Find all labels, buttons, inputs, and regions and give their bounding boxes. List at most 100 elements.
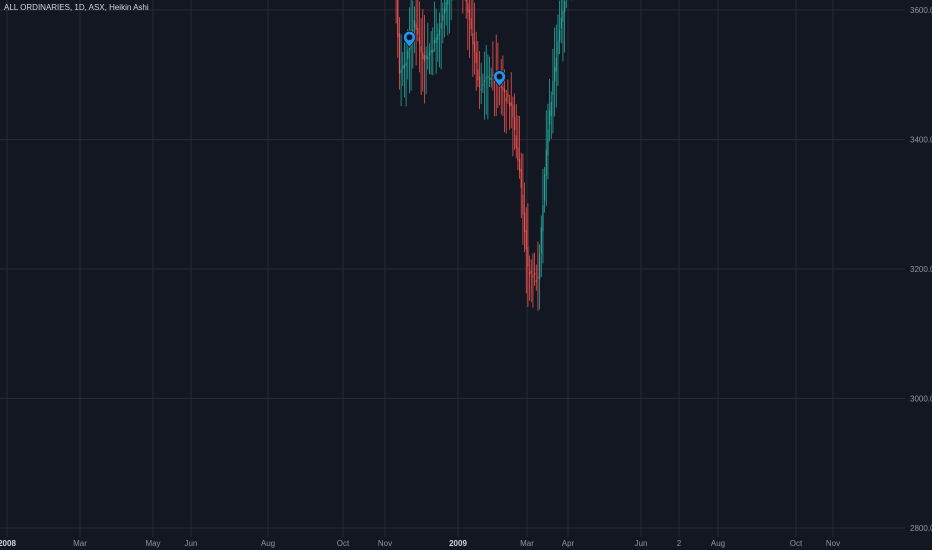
candle-body [473,41,476,53]
candle-body [402,65,404,69]
candle-body [517,147,519,161]
time-tick-label: Jun [635,539,648,548]
candle-body [467,3,469,13]
candle-body [503,89,506,93]
candle-body [559,30,561,41]
candle-body [557,40,559,55]
time-tick-label: Mar [520,539,534,548]
candle-body [415,23,417,30]
candle-body [437,34,439,40]
candle-body [430,49,432,54]
candle-body [540,227,542,254]
candle-body [487,75,489,78]
candle-body [550,101,552,116]
candle-body [417,27,419,35]
candle-body [564,1,566,13]
candle-body [545,149,547,176]
candle-body [468,8,471,20]
time-tick-label: Jun [185,539,198,548]
chart-grid [0,0,905,537]
candle-body [418,37,421,44]
candle-body [482,83,484,86]
candle-body [470,18,472,30]
price-axis[interactable]: 2800.03000.03200.03400.03600.03800.04000… [906,0,932,533]
candle-body [425,55,427,59]
candle-body [528,272,531,275]
candle-body [535,280,537,283]
candle-body [427,56,429,60]
candle-body [560,17,562,29]
candle-body [538,253,541,280]
candle-body [515,135,517,149]
time-axis[interactable]: 2008 Mar May Jun Aug Oct Nov 2009 Mar Apr Jun 2 Aug O… [0,539,840,548]
candle-body [443,8,446,14]
candle-body [547,129,549,156]
candle-body [523,212,526,233]
time-tick-label: May [145,539,160,548]
time-tick-label: Oct [790,539,803,548]
candle-body [520,168,522,189]
candle-body [422,52,424,60]
marker-pin-hole [406,34,413,41]
candle-body [500,85,502,88]
price-tick-label: 3600.0 [910,6,932,15]
time-tick-label: Nov [378,539,392,548]
time-tick-label: Aug [711,539,725,548]
candle-body [405,62,407,66]
chart-title: ALL ORDINARIES, 1D, ASX, Heikin Ashi [4,3,149,12]
candle-body [533,272,536,275]
candle-body [502,86,504,91]
price-tick-label: 2800.0 [910,524,932,533]
candle-body [549,110,551,125]
time-tick-label: Nov [826,539,840,548]
candle-body [555,57,557,72]
candle-body [507,93,509,97]
time-tick-label: 2 [677,539,682,548]
candle-body [397,0,399,38]
candle-body [403,64,406,68]
time-tick-label: Apr [562,539,575,548]
candle-body [478,76,481,88]
time-tick-label: 2009 [449,539,467,548]
candle-body [492,74,494,77]
candle-body [508,102,511,107]
candle-body [440,23,442,29]
candle-body [420,45,422,53]
event-markers [403,30,506,88]
marker-pin-hole [496,73,503,80]
event-marker-icon [403,30,416,48]
candle-body [542,205,544,232]
candle-body [483,80,486,82]
candle-body [513,117,516,131]
candle-body [475,52,477,64]
candle-body [532,275,534,278]
candle-body [477,69,479,81]
candle-body [447,0,449,5]
candle-body [562,10,564,22]
candle-body [413,19,416,28]
candle-body [488,77,491,80]
candle-body [522,194,524,215]
candle-body [423,54,426,62]
candle-body [398,33,401,74]
candle-body [432,49,434,53]
candle-body [512,104,514,118]
candle-body [445,2,447,12]
candle-body [433,40,436,44]
candle-body [530,270,532,274]
candle-body [435,37,437,43]
candle-body [428,52,431,57]
candle-body [438,29,441,36]
candle-body [505,97,507,102]
candle-body [525,230,527,250]
time-tick-label: Oct [337,539,350,548]
time-tick-label: Aug [261,539,275,548]
price-tick-label: 3400.0 [910,136,932,145]
price-tick-label: 3000.0 [910,395,932,404]
event-marker-icon [493,70,506,88]
candle-body [485,77,487,80]
candle-body [510,102,512,106]
candle-body [442,14,444,21]
